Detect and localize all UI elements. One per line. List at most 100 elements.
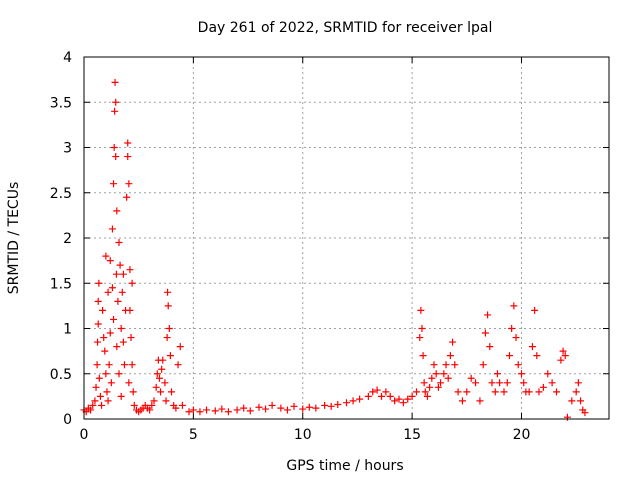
- data-point: [117, 325, 125, 332]
- data-point: [246, 407, 254, 415]
- data-point: [440, 370, 448, 378]
- data-point: [423, 392, 431, 400]
- data-point: [118, 288, 126, 296]
- data-point: [446, 352, 454, 360]
- data-point: [112, 270, 120, 278]
- data-point: [568, 397, 576, 405]
- data-point: [168, 388, 175, 396]
- data-point: [104, 288, 112, 296]
- data-point: [488, 379, 496, 387]
- data-point: [189, 406, 197, 414]
- data-point: [553, 388, 560, 396]
- data-point: [391, 397, 399, 405]
- data-point: [185, 408, 193, 416]
- data-point: [89, 401, 97, 409]
- x-tick-label: 0: [80, 427, 89, 443]
- data-point: [321, 401, 329, 409]
- data-point: [166, 352, 174, 360]
- data-point: [559, 347, 567, 355]
- data-point: [196, 408, 204, 416]
- data-point: [395, 395, 403, 403]
- data-point: [224, 408, 232, 416]
- data-point: [116, 261, 124, 269]
- data-point: [508, 325, 516, 332]
- data-point: [128, 361, 136, 369]
- data-point: [98, 401, 105, 409]
- data-point: [163, 334, 171, 342]
- data-point: [563, 413, 571, 421]
- data-point: [93, 361, 101, 369]
- data-point: [106, 257, 114, 265]
- data-point: [444, 374, 452, 382]
- data-point: [92, 383, 100, 391]
- data-point: [382, 388, 390, 396]
- data-point: [164, 288, 172, 296]
- data-point: [108, 225, 116, 233]
- data-point: [327, 402, 335, 410]
- data-point: [148, 401, 156, 409]
- data-point: [125, 379, 133, 387]
- y-tick-label: 3.5: [50, 95, 72, 111]
- data-point: [124, 139, 132, 147]
- data-point: [577, 397, 585, 405]
- data-point: [119, 338, 127, 346]
- data-point: [312, 404, 320, 412]
- data-point: [442, 361, 450, 369]
- data-point: [255, 403, 263, 411]
- data-point: [472, 379, 480, 387]
- data-point: [95, 279, 103, 287]
- data-point: [178, 401, 186, 409]
- data-point: [117, 392, 125, 400]
- data-point: [126, 266, 134, 274]
- data-point: [510, 302, 518, 310]
- data-point: [430, 361, 438, 369]
- data-point: [520, 379, 528, 387]
- y-axis-label: SRMTID / TECUs: [6, 182, 22, 295]
- data-point: [533, 352, 541, 360]
- data-point: [128, 279, 136, 287]
- data-point: [421, 388, 429, 396]
- data-point: [426, 383, 434, 391]
- data-point: [404, 395, 412, 403]
- data-point: [486, 343, 494, 351]
- data-point: [343, 399, 350, 407]
- data-point: [413, 388, 420, 396]
- data-point: [174, 361, 182, 369]
- y-tick-label: 2.5: [50, 186, 72, 202]
- data-point: [349, 397, 357, 405]
- data-point: [500, 388, 508, 396]
- grid: [84, 57, 609, 419]
- data-point: [101, 347, 109, 355]
- x-axis-label: GPS time / hours: [286, 458, 403, 474]
- data-point: [127, 334, 135, 342]
- data-point: [155, 374, 163, 382]
- data-point: [373, 386, 381, 394]
- data-point: [130, 401, 138, 409]
- data-point: [454, 388, 462, 396]
- data-point: [111, 107, 119, 115]
- axis-ticks: 0 5 10 15 20 0 0.5 1 1.5 2 2.5 3 3.5 4: [50, 50, 609, 443]
- y-tick-label: 0.5: [50, 367, 72, 383]
- data-point: [518, 370, 525, 378]
- data-point: [157, 388, 165, 396]
- data-point: [110, 180, 118, 188]
- data-point: [107, 379, 115, 387]
- data-point: [119, 270, 127, 278]
- data-point: [512, 334, 520, 342]
- data-point: [123, 193, 131, 201]
- data-point: [434, 383, 442, 391]
- y-tick-label: 4: [63, 50, 72, 66]
- data-point: [176, 343, 184, 351]
- data-point: [114, 297, 122, 305]
- data-point: [115, 239, 123, 247]
- data-point: [416, 334, 424, 342]
- data-point: [420, 379, 428, 387]
- data-point: [525, 388, 533, 396]
- data-point: [539, 383, 547, 391]
- data-point: [99, 306, 107, 314]
- data-point: [419, 352, 427, 360]
- data-point: [290, 402, 298, 410]
- data-point: [408, 392, 416, 400]
- data-point: [172, 404, 180, 412]
